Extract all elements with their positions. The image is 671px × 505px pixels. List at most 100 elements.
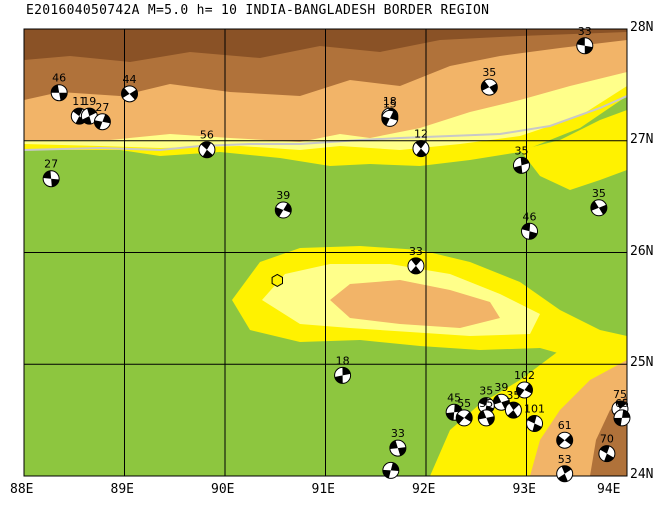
focal-mechanism: 44 bbox=[121, 73, 139, 103]
x-tick-label: 93E bbox=[512, 482, 536, 497]
depth-label: 70 bbox=[600, 433, 614, 446]
focal-mechanism: 19 bbox=[80, 95, 98, 125]
beachball-quadrant bbox=[507, 410, 518, 419]
focal-mechanism: 39 bbox=[274, 189, 292, 219]
focal-mechanism: 35 bbox=[512, 144, 530, 174]
beachball-quadrant bbox=[121, 87, 130, 99]
depth-label: 39 bbox=[494, 381, 508, 394]
beachball-quadrant bbox=[43, 170, 52, 179]
depth-label: 44 bbox=[123, 73, 137, 86]
beachball-quadrant bbox=[590, 201, 599, 211]
focal-mechanism: 35 bbox=[590, 187, 608, 217]
focal-mechanism: 65 bbox=[613, 397, 631, 427]
x-tick-label: 88E bbox=[10, 482, 34, 497]
beachball-quadrant bbox=[411, 257, 422, 266]
map-title: E201604050742A M=5.0 h= 10 INDIA-BANGLAD… bbox=[26, 3, 490, 18]
x-tick-label: 91E bbox=[311, 482, 335, 497]
focal-mechanism: 46 bbox=[521, 210, 539, 240]
map-frame bbox=[23, 28, 628, 477]
beachball-quadrant bbox=[283, 203, 292, 213]
focal-mechanism: 27 bbox=[93, 101, 111, 131]
beachball-quadrant bbox=[87, 108, 97, 117]
depth-label: 33 bbox=[578, 25, 592, 38]
y-tick-label: 26N bbox=[630, 243, 654, 259]
beachball-quadrant bbox=[532, 423, 542, 432]
beachball-quadrant bbox=[599, 445, 610, 454]
beachball-quadrant bbox=[342, 367, 351, 376]
beachball-quadrant bbox=[509, 402, 520, 411]
y-tick-label: 28N bbox=[630, 20, 654, 35]
focal-mechanism: 39 bbox=[492, 381, 510, 411]
beachball-quadrant bbox=[200, 141, 212, 150]
focal-mechanism: 55 bbox=[455, 397, 473, 427]
focal-mechanism: 35 bbox=[504, 389, 522, 419]
depth-label: 27 bbox=[95, 101, 109, 114]
beachball-quadrant bbox=[72, 108, 83, 117]
beachball-quadrant bbox=[598, 204, 607, 215]
beachball-quadrant bbox=[556, 435, 565, 446]
depth-label: 45 bbox=[447, 391, 461, 404]
x-tick-label: 89E bbox=[110, 482, 134, 497]
focal-mechanism: 12 bbox=[412, 128, 430, 158]
depth-label: 35 bbox=[506, 389, 520, 402]
x-tick-label: 92E bbox=[412, 482, 436, 497]
beachball-quadrant bbox=[527, 415, 537, 424]
y-tick-label: 24N bbox=[630, 467, 654, 482]
depth-label: 35 bbox=[482, 66, 496, 79]
beachball-quadrant bbox=[524, 383, 533, 394]
depth-label: 18 bbox=[336, 354, 350, 367]
beachball-quadrant bbox=[528, 231, 538, 240]
focal-mechanism bbox=[382, 461, 400, 479]
beachball-quadrant bbox=[516, 386, 525, 397]
beachball-quadrant bbox=[513, 165, 523, 174]
depth-label: 15 bbox=[383, 97, 397, 110]
beachball-quadrant bbox=[410, 265, 421, 274]
lat-lon-grid bbox=[24, 29, 627, 476]
beachball-quadrant bbox=[621, 409, 630, 418]
depth-label: 53 bbox=[558, 453, 572, 466]
plateau-tan bbox=[330, 280, 500, 328]
depth-label: 33 bbox=[409, 245, 423, 258]
x-tick-label: 90E bbox=[211, 482, 235, 497]
depth-label: 18 bbox=[383, 95, 397, 108]
beachball-quadrant bbox=[604, 453, 614, 462]
beachball-quadrant bbox=[389, 440, 398, 450]
depth-label: 75 bbox=[613, 388, 627, 401]
beachball-quadrant bbox=[381, 116, 390, 126]
beachball-quadrant bbox=[489, 83, 498, 94]
depth-label: 35 bbox=[514, 144, 528, 157]
focal-mechanism: 56 bbox=[198, 129, 216, 159]
beachball-quadrant bbox=[564, 434, 573, 445]
beachball-quadrant bbox=[102, 114, 111, 124]
beachball-quadrant bbox=[456, 413, 465, 424]
beachball-quadrant bbox=[481, 80, 490, 91]
beachball-quadrant bbox=[390, 462, 399, 471]
beachball-quadrant bbox=[51, 84, 60, 93]
depth-label: 35 bbox=[479, 397, 493, 410]
depth-label: 11 bbox=[72, 95, 86, 108]
y-tick-label: 27N bbox=[630, 131, 654, 147]
focal-mechanism: 53 bbox=[556, 453, 574, 483]
depth-label: 46 bbox=[52, 72, 66, 85]
beachball-quadrant bbox=[389, 111, 398, 121]
focal-mechanism: 18 bbox=[334, 354, 352, 384]
depth-label: 102 bbox=[514, 369, 535, 382]
beachball-quadrant bbox=[82, 116, 92, 125]
beachball-quadrant bbox=[94, 120, 103, 130]
beachball-quadrant bbox=[493, 395, 502, 405]
focal-mechanism: 102 bbox=[514, 369, 535, 399]
beachball-quadrant bbox=[616, 400, 627, 409]
depth-label: 35 bbox=[592, 187, 606, 200]
focal-mechanism: 15 bbox=[381, 97, 399, 127]
beachball-quadrant bbox=[202, 149, 213, 158]
beachball-quadrant bbox=[464, 411, 473, 423]
beachball-quadrant bbox=[416, 148, 427, 157]
depth-label: 39 bbox=[276, 189, 290, 202]
beachball-quadrant bbox=[415, 140, 426, 149]
depth-label: 65 bbox=[615, 397, 629, 410]
focal-mechanism: 101 bbox=[524, 402, 545, 432]
depth-label: 56 bbox=[200, 129, 214, 142]
beachball-quadrant bbox=[59, 92, 68, 101]
beachball-quadrant bbox=[521, 223, 531, 232]
